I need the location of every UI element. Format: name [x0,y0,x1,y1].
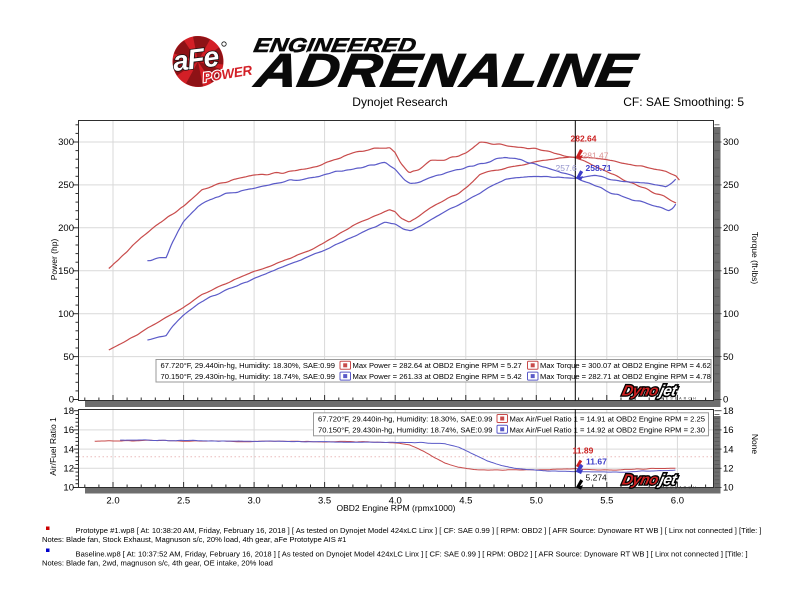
svg-text:70.150°F, 29.430in-hg, Humidit: 70.150°F, 29.430in-hg, Humidity: 18.74%,… [318,425,492,434]
svg-text:4.5: 4.5 [459,496,472,507]
svg-text:14: 14 [63,444,74,455]
svg-text:16: 16 [723,425,734,436]
svg-text:RESEARCH: RESEARCH [661,396,698,400]
svg-text:OBD2 Engine RPM (rpmx1000): OBD2 Engine RPM (rpmx1000) [336,503,455,513]
svg-text:67.720°F, 29.440in-hg, Humidit: 67.720°F, 29.440in-hg, Humidity: 18.30%,… [161,361,335,370]
svg-text:100: 100 [723,309,739,320]
svg-text:11.67: 11.67 [586,457,607,467]
svg-text:Max Power = 261.33 at OBD2 Eng: Max Power = 261.33 at OBD2 Engine RPM = … [353,372,522,381]
svg-text:ENGINEERED: ENGINEERED [252,35,418,57]
svg-text:Max Air/Fuel Ratio 1 = 14.92 a: Max Air/Fuel Ratio 1 = 14.92 at OBD2 Eng… [510,425,705,434]
svg-text:2.5: 2.5 [177,496,190,507]
svg-text:jet: jet [656,472,679,489]
svg-text:10: 10 [723,483,734,494]
svg-text:5.0: 5.0 [530,496,543,507]
svg-text:257.6: 257.6 [556,163,578,173]
svg-text:Power (hp): Power (hp) [49,239,59,281]
svg-text:200: 200 [58,223,74,234]
svg-text:300: 300 [723,137,739,148]
svg-text:12: 12 [63,464,74,475]
svg-text:4.0: 4.0 [389,496,402,507]
svg-text:Torque (ft-lbs): Torque (ft-lbs) [750,232,760,285]
svg-text:Max Power = 282.64 at OBD2 Eng: Max Power = 282.64 at OBD2 Engine RPM = … [353,361,522,370]
svg-text:3.0: 3.0 [247,496,260,507]
svg-text:6.0: 6.0 [671,496,684,507]
svg-text:67.720°F, 29.440in-hg, Humidit: 67.720°F, 29.440in-hg, Humidity: 18.30%,… [318,415,492,424]
svg-text:Notes: Blade fan, 2wd, magnuso: Notes: Blade fan, 2wd, magnuson s/c, 4th… [42,558,273,567]
svg-text:50: 50 [63,352,74,363]
svg-text:2.0: 2.0 [106,496,119,507]
svg-text:RESEARCH: RESEARCH [661,485,698,489]
svg-text:5.274: 5.274 [586,473,608,483]
svg-text:10: 10 [63,483,74,494]
svg-text:3.5: 3.5 [318,496,331,507]
svg-text:Max Air/Fuel Ratio 1 = 14.91 a: Max Air/Fuel Ratio 1 = 14.91 at OBD2 Eng… [510,415,705,424]
svg-text:200: 200 [723,223,739,234]
svg-text:0: 0 [723,395,728,406]
svg-text:70.150°F, 29.430in-hg, Humidit: 70.150°F, 29.430in-hg, Humidity: 18.74%,… [161,372,335,381]
svg-text:None: None [750,434,760,455]
svg-text:CF: SAE Smoothing: 5: CF: SAE Smoothing: 5 [623,95,744,109]
svg-text:Max Torque = 300.07 at OBD2 En: Max Torque = 300.07 at OBD2 Engine RPM =… [540,361,711,370]
svg-text:Baseline.wp8 [ At: 10:37:52 AM: Baseline.wp8 [ At: 10:37:52 AM, Friday, … [76,550,748,559]
svg-text:11.89: 11.89 [573,446,594,456]
svg-text:150: 150 [723,266,739,277]
svg-text:Dyno: Dyno [620,383,660,400]
svg-text:Notes: Blade fan, Stock Exhaus: Notes: Blade fan, Stock Exhaust, Magnuso… [42,535,346,544]
svg-text:100: 100 [58,309,74,320]
svg-text:281.47: 281.47 [583,151,609,161]
svg-text:ADRENALINE: ADRENALINE [251,45,642,98]
svg-text:258.71: 258.71 [586,163,612,173]
svg-text:Max Torque = 282.71 at OBD2 En: Max Torque = 282.71 at OBD2 Engine RPM =… [540,372,711,381]
svg-text:Dynojet Research: Dynojet Research [352,95,447,109]
svg-text:aFe: aFe [171,41,220,77]
svg-text:Prototype #1.wp8 [ At: 10:38:2: Prototype #1.wp8 [ At: 10:38:20 AM, Frid… [76,526,762,535]
svg-text:Dyno: Dyno [620,472,660,489]
svg-text:150: 150 [58,266,74,277]
svg-text:Air/Fuel Ratio 1: Air/Fuel Ratio 1 [48,417,58,476]
svg-text:250: 250 [58,180,74,191]
svg-text:jet: jet [656,383,679,400]
svg-text:14: 14 [723,444,734,455]
svg-text:18: 18 [63,406,74,417]
svg-text:250: 250 [723,180,739,191]
svg-text:5.5: 5.5 [600,496,613,507]
svg-text:300: 300 [58,137,74,148]
svg-text:18: 18 [723,406,734,417]
svg-text:12: 12 [723,464,734,475]
svg-text:ADRENALINE: ADRENALINE [251,45,642,98]
svg-text:50: 50 [723,352,734,363]
svg-text:16: 16 [63,425,74,436]
svg-text:282.64: 282.64 [571,134,597,144]
svg-text:0: 0 [69,395,74,406]
